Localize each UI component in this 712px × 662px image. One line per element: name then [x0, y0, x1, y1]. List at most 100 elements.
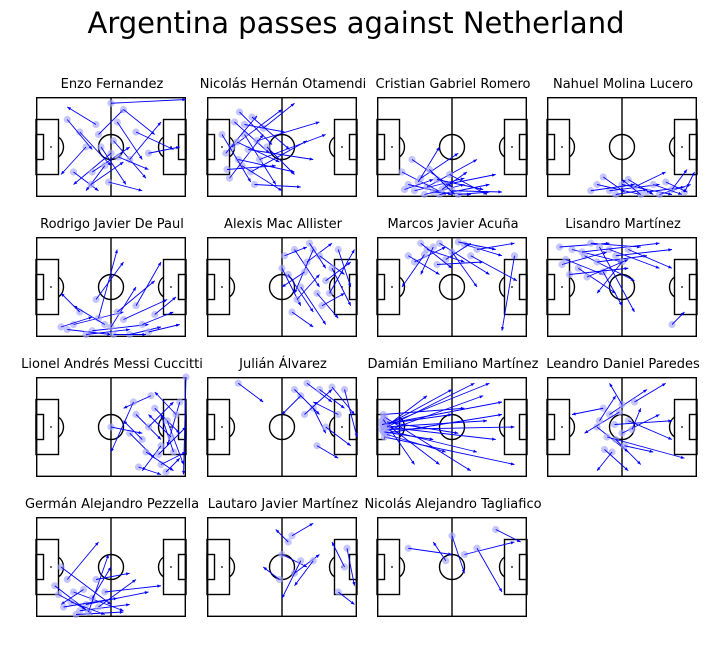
passes [57, 249, 180, 339]
pass-arrowhead [348, 283, 352, 287]
pass-arrowhead [154, 392, 159, 396]
pass-line [118, 156, 149, 170]
pass-arrowhead [340, 271, 345, 275]
pitch-markings [546, 236, 698, 337]
penalty-spot-left [221, 566, 223, 568]
centre-circle [97, 553, 125, 581]
pass-line [98, 579, 137, 608]
passes [234, 379, 358, 459]
pass-arrowhead [138, 430, 143, 435]
pass-arrowhead [268, 140, 272, 145]
passes [398, 146, 503, 199]
pass-line [615, 249, 673, 257]
pass-arrowhead [169, 467, 174, 471]
passes [401, 238, 519, 331]
pass-line [291, 311, 314, 328]
six-yard-box-right [348, 133, 358, 161]
pass-line [116, 121, 143, 160]
pass-line [73, 305, 105, 325]
pass-line [337, 249, 352, 288]
pass-arrowhead [328, 389, 332, 394]
player-name: Alexis Mac Allister [224, 217, 342, 232]
pass-arrowhead [637, 408, 641, 413]
six-yard-box-left [546, 133, 556, 161]
pass-arrowhead [433, 542, 437, 546]
penalty-area-left [35, 258, 60, 316]
pass-arrowhead [309, 308, 314, 312]
penalty-spot-left [561, 286, 563, 288]
pass-arrowhead [680, 455, 685, 459]
pass-arrowhead [125, 572, 130, 576]
passes [262, 522, 356, 605]
pass-line [590, 184, 635, 192]
pass-arrowhead [612, 395, 616, 400]
pitch [376, 236, 528, 337]
pass-line [60, 316, 93, 328]
penalty-arc-right [328, 556, 335, 578]
pass-arrowhead [454, 431, 459, 435]
pass-line [98, 109, 124, 135]
pass-arrowhead [346, 442, 351, 446]
pass-arrowhead [354, 433, 358, 437]
pass-arrowhead [485, 383, 490, 387]
pass-line [383, 407, 465, 415]
pass-line [384, 420, 488, 428]
pass-arrowhead [285, 145, 290, 150]
pass-arrowhead [473, 159, 477, 163]
pass-arrowhead [454, 153, 459, 157]
pass-line [95, 572, 130, 580]
pass-arrowhead [637, 460, 641, 465]
pass-arrowhead [309, 323, 314, 327]
pass-line [148, 146, 180, 154]
pass-line [383, 401, 503, 425]
pass-line [294, 560, 314, 587]
pass-arrowhead [448, 389, 452, 393]
pass-line [135, 261, 162, 306]
pass-arrowhead [94, 542, 99, 546]
pass-line [384, 416, 471, 472]
pass-line [123, 109, 156, 135]
pitch [35, 96, 187, 197]
pass-line [108, 181, 143, 192]
pass-arrowhead [622, 179, 626, 183]
pass-line [66, 541, 99, 580]
pass-arrowhead [142, 332, 146, 337]
six-yard-box-left [35, 413, 45, 441]
pass-arrowhead [157, 584, 161, 588]
pass-arrowhead [584, 430, 589, 434]
pass-arrowhead [280, 129, 285, 133]
penalty-spot-right [511, 146, 513, 148]
pass-arrowhead [668, 436, 672, 440]
pass-line [426, 249, 465, 263]
pass-arrowhead [282, 594, 286, 599]
pass-line [92, 146, 130, 173]
pass-line [138, 466, 162, 475]
pass-line [329, 249, 355, 294]
pass-arrowhead [160, 414, 164, 419]
pass-line [313, 401, 339, 415]
pass-arrowhead [275, 159, 280, 162]
pass-arrowhead [138, 155, 143, 160]
pass-arrowhead [630, 277, 635, 281]
pass-line [58, 594, 87, 610]
pass-arrowhead [351, 249, 355, 254]
pitch [206, 376, 358, 477]
pass-line [621, 179, 642, 195]
pass-arrowhead [282, 283, 286, 287]
pass-arrowhead [290, 103, 295, 107]
six-yard-box-right [518, 133, 528, 161]
six-yard-box-right [177, 273, 187, 301]
pass-arrowhead [132, 579, 136, 583]
pitch [546, 376, 698, 477]
pass-line [451, 535, 465, 574]
pass-arrowhead [630, 183, 635, 187]
penalty-area-right [162, 258, 187, 316]
player-panel: Lautaro Javier Martínez [206, 497, 359, 617]
figure-title: Argentina passes against Netherland [87, 6, 625, 40]
pass-line [241, 165, 283, 192]
penalty-spot-right [341, 146, 343, 148]
pass-arrowhead [668, 265, 672, 269]
pass-line [384, 429, 478, 453]
penalty-area-left [376, 258, 401, 316]
penalty-spot-left [391, 146, 393, 148]
